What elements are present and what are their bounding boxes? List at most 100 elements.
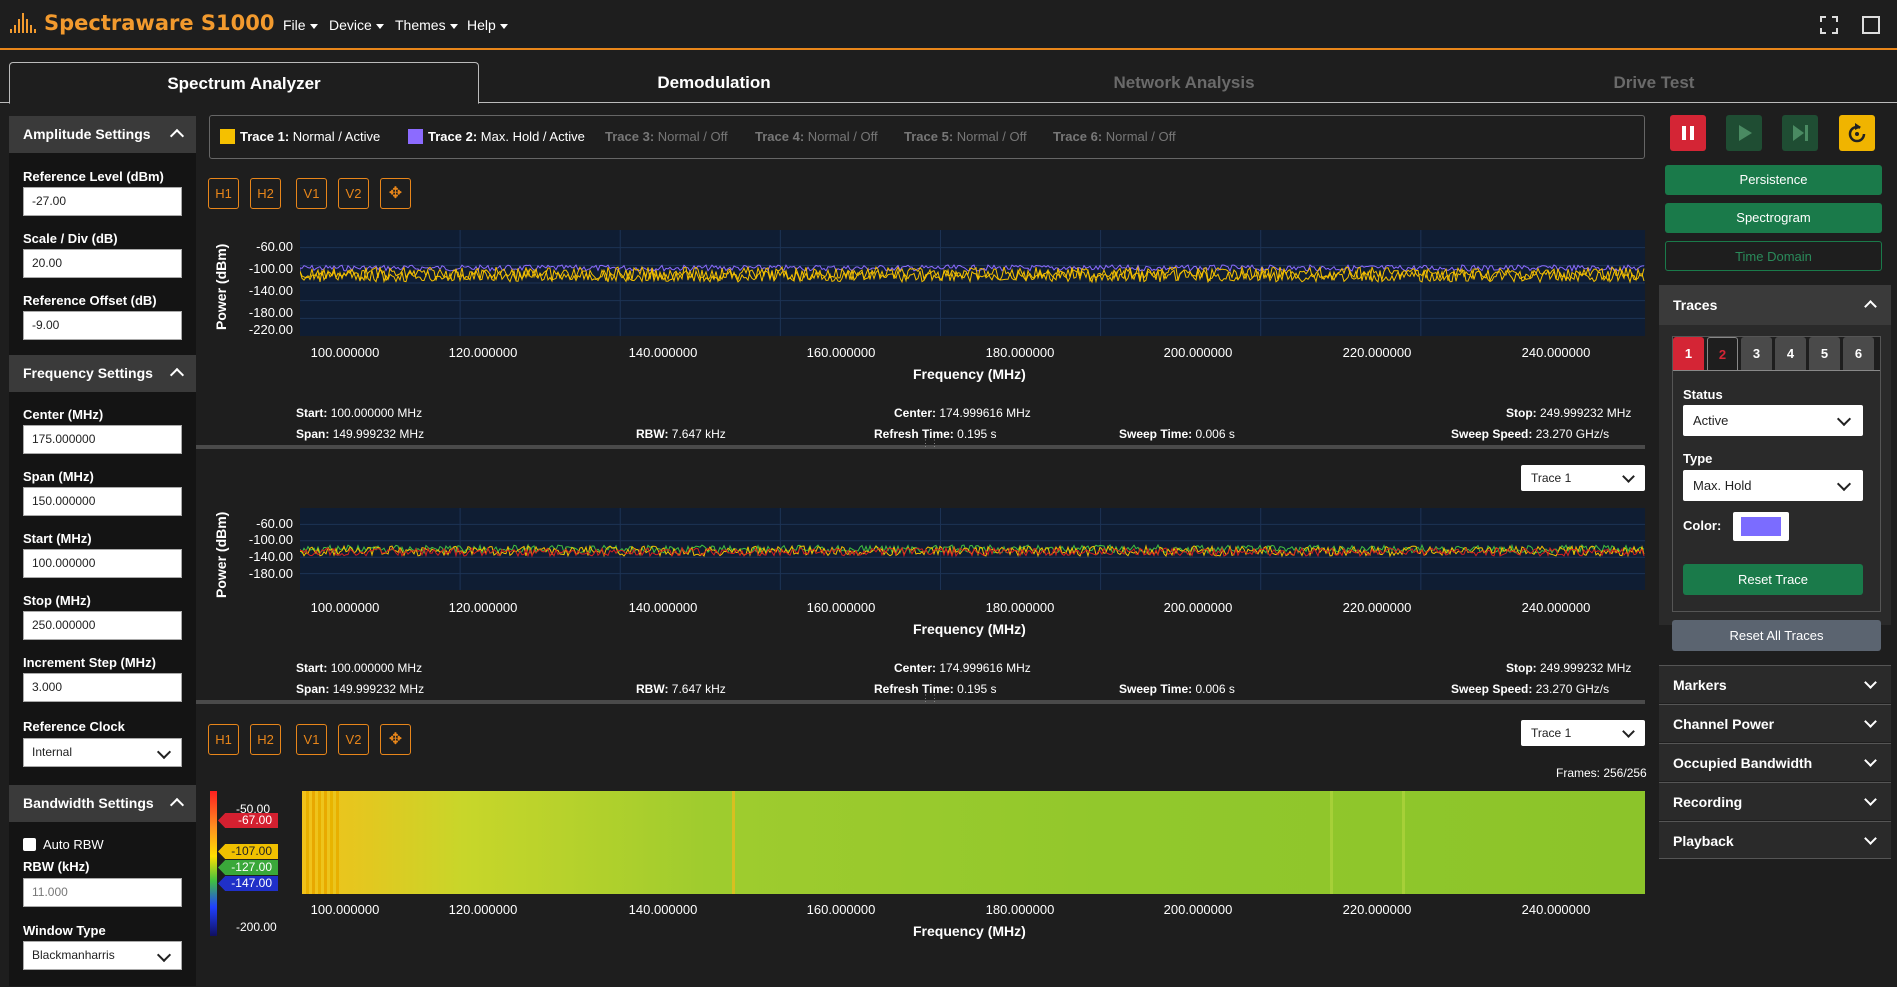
move-icon[interactable]: ✥ [380, 724, 411, 755]
trace-2-status[interactable]: Trace 2: Max. Hold / Active [408, 116, 585, 158]
trace-5-status[interactable]: Trace 5: Normal / Off [904, 116, 1027, 158]
trace-tab-1[interactable]: 1 [1673, 337, 1704, 370]
accordion-recording[interactable]: Recording [1659, 782, 1891, 820]
amplitude-settings-header[interactable]: Amplitude Settings [9, 116, 196, 153]
spectrum-plot-2[interactable] [300, 508, 1645, 590]
plot3-x-tick: 240.000000 [1521, 902, 1591, 917]
marker-v2-button[interactable]: V2 [338, 178, 369, 209]
frequency-settings-header[interactable]: Frequency Settings [9, 355, 196, 392]
drag-handle-icon[interactable]: ⋮⋮ [921, 693, 939, 703]
chevron-up-icon [1864, 300, 1877, 313]
time-domain-button[interactable]: Time Domain [1665, 241, 1882, 271]
marker-h2-button[interactable]: H2 [250, 724, 281, 755]
rbw-input[interactable]: 11.000 [23, 878, 182, 907]
spectrogram-plot[interactable] [302, 791, 1645, 894]
status-label: Status [1683, 387, 1723, 402]
scale-input[interactable]: 20.00 [23, 249, 182, 278]
trace-tab-4[interactable]: 4 [1775, 337, 1806, 370]
spectrum-plot-1[interactable] [300, 230, 1645, 336]
plot1-y-tick: -100.00 [248, 261, 293, 276]
drag-handle-icon[interactable]: ⋮⋮ [921, 438, 939, 448]
move-icon[interactable]: ✥ [380, 178, 411, 209]
ref-clock-select[interactable]: Internal [23, 738, 182, 767]
panel-divider[interactable] [196, 700, 1645, 704]
threshold-marker[interactable]: -107.00 [218, 844, 278, 859]
chevron-up-icon [169, 128, 185, 144]
plot2-trace-select[interactable]: Trace 1 [1521, 465, 1645, 491]
info-label: Sweep Time: [1119, 682, 1193, 696]
pause-button[interactable] [1670, 115, 1706, 151]
menu-file[interactable]: File [283, 17, 318, 33]
trace-tab-3[interactable]: 3 [1741, 337, 1772, 370]
accordion-channel-power[interactable]: Channel Power [1659, 704, 1891, 742]
tab-network-analysis[interactable]: Network Analysis [1113, 73, 1255, 92]
info-label: Start: [296, 661, 328, 675]
menu-help[interactable]: Help [467, 17, 508, 33]
reset-sweep-button[interactable] [1839, 115, 1875, 151]
accordion-markers[interactable]: Markers [1659, 665, 1891, 703]
info-center: Center: 174.999616 MHz [894, 406, 1031, 420]
span-input[interactable]: 150.000000 [23, 487, 182, 516]
marker-v2-button[interactable]: V2 [338, 724, 369, 755]
panel-divider[interactable] [196, 445, 1645, 449]
fullscreen-icon[interactable] [1862, 16, 1880, 34]
tab-drive-test[interactable]: Drive Test [1613, 73, 1695, 92]
trace-tab-6[interactable]: 6 [1843, 337, 1874, 370]
color-picker[interactable] [1733, 512, 1789, 541]
screenshot-icon[interactable] [1820, 16, 1838, 34]
traces-header[interactable]: Traces [1659, 285, 1891, 325]
step-input[interactable]: 3.000 [23, 673, 182, 702]
span-label: Span (MHz) [23, 469, 94, 484]
status-select[interactable]: Active [1683, 405, 1863, 436]
marker-v1-button[interactable]: V1 [296, 178, 327, 209]
step-button[interactable] [1782, 115, 1818, 151]
start-input[interactable]: 100.000000 [23, 549, 182, 578]
plot3-x-tick: 200.000000 [1163, 902, 1233, 917]
bandwidth-settings-header[interactable]: Bandwidth Settings [9, 785, 196, 822]
chevron-down-icon [1864, 715, 1877, 728]
marker-h1-button[interactable]: H1 [208, 178, 239, 209]
scale-label: Scale / Div (dB) [23, 231, 118, 246]
tab-spectrum-analyzer[interactable]: Spectrum Analyzer [9, 62, 479, 104]
reset-all-traces-button[interactable]: Reset All Traces [1672, 620, 1881, 651]
plot1-y-tick: -140.00 [248, 283, 293, 298]
ref-level-input[interactable]: -27.00 [23, 187, 182, 216]
trace-3-status[interactable]: Trace 3: Normal / Off [605, 116, 728, 158]
info-value: 249.999232 MHz [1540, 406, 1632, 420]
plot2-x-tick: 160.000000 [806, 600, 876, 615]
accordion-label: Recording [1673, 794, 1743, 810]
stop-input[interactable]: 250.000000 [23, 611, 182, 640]
info-refresh: Refresh Time: 0.195 s [874, 427, 997, 441]
auto-rbw-checkbox[interactable] [23, 838, 36, 851]
persistence-button[interactable]: Persistence [1665, 165, 1882, 195]
threshold-marker[interactable]: -147.00 [218, 876, 278, 891]
marker-v1-button[interactable]: V1 [296, 724, 327, 755]
info-value: 149.999232 MHz [332, 427, 425, 441]
threshold-marker[interactable]: -67.00 [218, 813, 278, 828]
reset-trace-button[interactable]: Reset Trace [1683, 564, 1863, 595]
accordion-playback[interactable]: Playback [1659, 821, 1891, 859]
spectrogram-trace-select[interactable]: Trace 1 [1521, 720, 1645, 746]
trace-6-status[interactable]: Trace 6: Normal / Off [1053, 116, 1176, 158]
menu-device[interactable]: Device [329, 17, 384, 33]
spectrogram-button[interactable]: Spectrogram [1665, 203, 1882, 233]
tab-demodulation[interactable]: Demodulation [657, 73, 771, 92]
menu-themes[interactable]: Themes [395, 17, 458, 33]
marker-h1-button[interactable]: H1 [208, 724, 239, 755]
trace-1-status[interactable]: Trace 1: Normal / Active [220, 116, 380, 158]
ref-offset-input[interactable]: -9.00 [23, 311, 182, 340]
trace-tab-5[interactable]: 5 [1809, 337, 1840, 370]
trace-4-status[interactable]: Trace 4: Normal / Off [755, 116, 878, 158]
section-title: Bandwidth Settings [23, 795, 154, 811]
threshold-marker[interactable]: -127.00 [218, 860, 278, 875]
plot2-y-tick: -60.00 [256, 516, 293, 531]
type-select[interactable]: Max. Hold [1683, 470, 1863, 501]
window-type-select[interactable]: Blackmanharris [23, 941, 182, 970]
trace-mode: Normal / Off [657, 129, 728, 144]
center-input[interactable]: 175.000000 [23, 425, 182, 454]
section-title: Traces [1673, 297, 1718, 313]
marker-h2-button[interactable]: H2 [250, 178, 281, 209]
trace-tab-2[interactable]: 2 [1707, 337, 1738, 370]
play-button[interactable] [1726, 115, 1762, 151]
accordion-occupied-bandwidth[interactable]: Occupied Bandwidth [1659, 743, 1891, 781]
